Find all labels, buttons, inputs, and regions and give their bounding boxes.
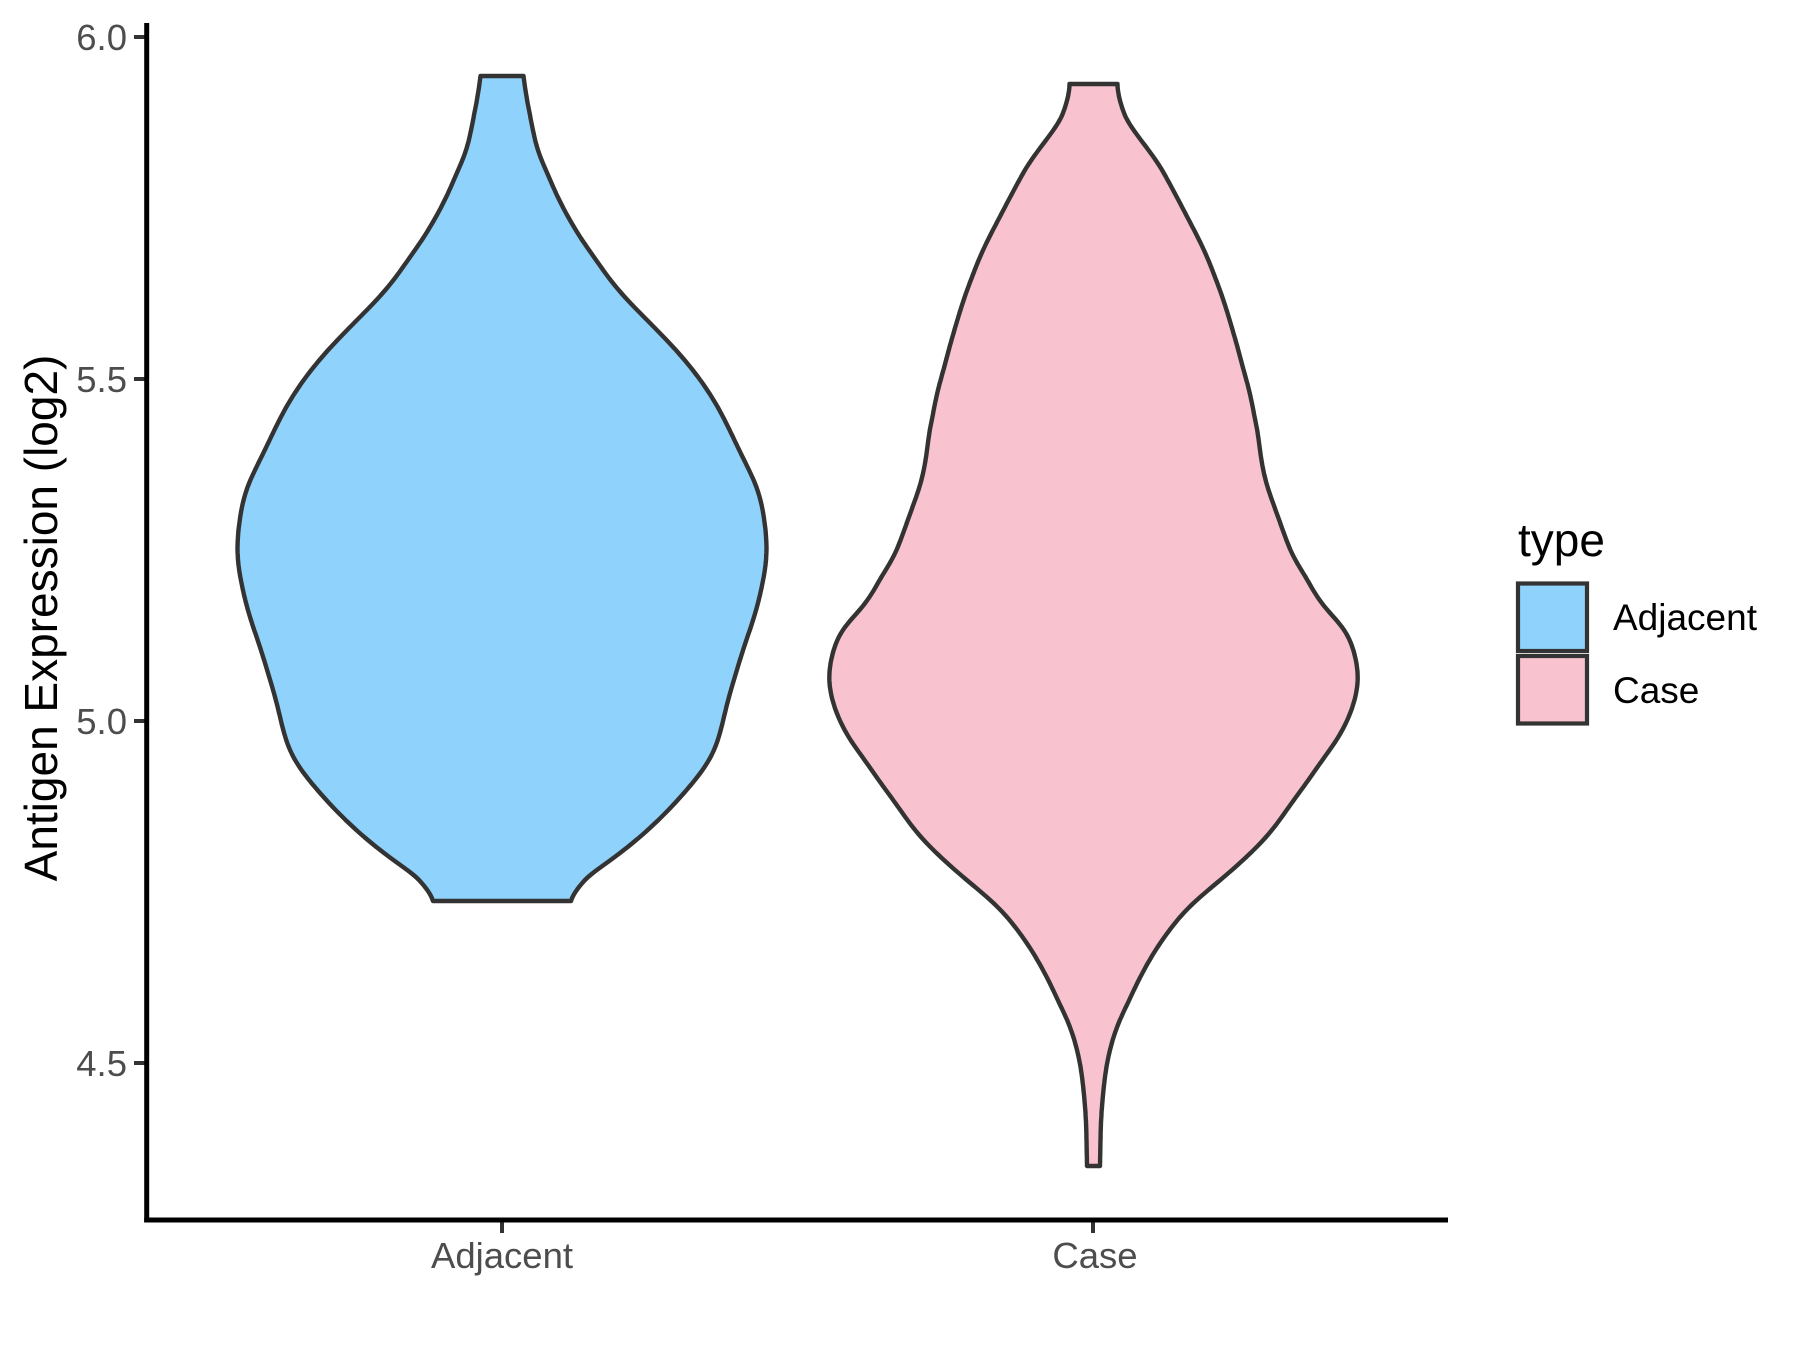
svg-text:type: type xyxy=(1518,514,1605,566)
svg-text:5.0: 5.0 xyxy=(76,701,127,742)
svg-text:Case: Case xyxy=(1613,670,1699,711)
svg-text:Adjacent: Adjacent xyxy=(1613,597,1758,638)
svg-text:Case: Case xyxy=(1052,1235,1137,1276)
svg-text:Antigen Expression (log2): Antigen Expression (log2) xyxy=(15,355,67,882)
svg-text:4.5: 4.5 xyxy=(76,1043,127,1084)
svg-text:Adjacent: Adjacent xyxy=(431,1235,573,1276)
svg-text:6.0: 6.0 xyxy=(76,17,127,58)
svg-text:5.5: 5.5 xyxy=(76,359,127,400)
